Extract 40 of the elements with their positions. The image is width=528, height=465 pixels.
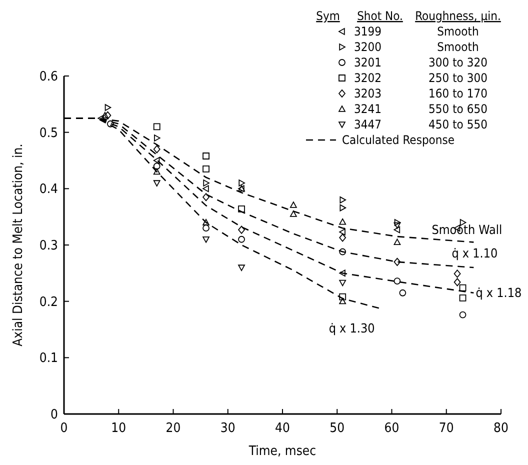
annotation: Calculated Response <box>342 133 455 147</box>
legend-label: 3201 <box>354 56 382 70</box>
series-label: Smooth Wall <box>432 222 502 238</box>
text: Shot No. <box>357 9 403 23</box>
text: Roughness, µin. <box>415 9 501 23</box>
annotation: 450 to 550 <box>428 118 488 132</box>
y-tick-label: 0.4 <box>39 182 58 198</box>
x-tick-label: 50 <box>330 421 345 436</box>
legend-label: 3200 <box>354 40 382 54</box>
series-label: q̇ x 1.18 <box>476 284 522 300</box>
y-tick-label: 0.2 <box>39 294 58 310</box>
y-tick-label: 0 <box>50 408 58 422</box>
series-label: q̇ x 1.10 <box>452 246 498 261</box>
legend-label: 3447 <box>354 118 382 132</box>
annotation: 250 to 300 <box>428 71 488 85</box>
x-tick-label: 70 <box>438 421 454 436</box>
annotation: 160 to 170 <box>428 86 488 100</box>
y-tick-label: 0.5 <box>39 126 58 141</box>
y-axis-title: Axial Distance to Melt Location, in. <box>11 144 26 346</box>
x-axis-title: Time, msec <box>248 444 316 459</box>
text: Smooth <box>437 40 479 54</box>
y-tick-label: 0.1 <box>39 351 58 366</box>
legend-label: 3202 <box>354 71 382 85</box>
legend-label: 3203 <box>354 86 382 100</box>
x-tick-label: 60 <box>384 421 400 436</box>
x-tick-label: 10 <box>111 421 126 436</box>
text: Smooth <box>437 24 479 38</box>
series-label: q̇ x 1.30 <box>328 320 375 336</box>
legend-label: 3199 <box>354 24 382 38</box>
y-tick-label: 0.3 <box>39 238 58 254</box>
x-tick-label: 80 <box>494 421 508 436</box>
x-tick-label: 40 <box>275 421 290 436</box>
x-tick-label: 0 <box>60 421 68 436</box>
text: Sym <box>316 9 340 23</box>
x-tick-label: 20 <box>166 421 181 436</box>
legend-label: 3241 <box>354 102 382 116</box>
annotation: 550 to 650 <box>428 102 488 116</box>
x-tick-label: 30 <box>220 421 236 436</box>
text: 300 to 320 <box>428 56 488 70</box>
y-tick-label: 0.6 <box>39 70 58 84</box>
